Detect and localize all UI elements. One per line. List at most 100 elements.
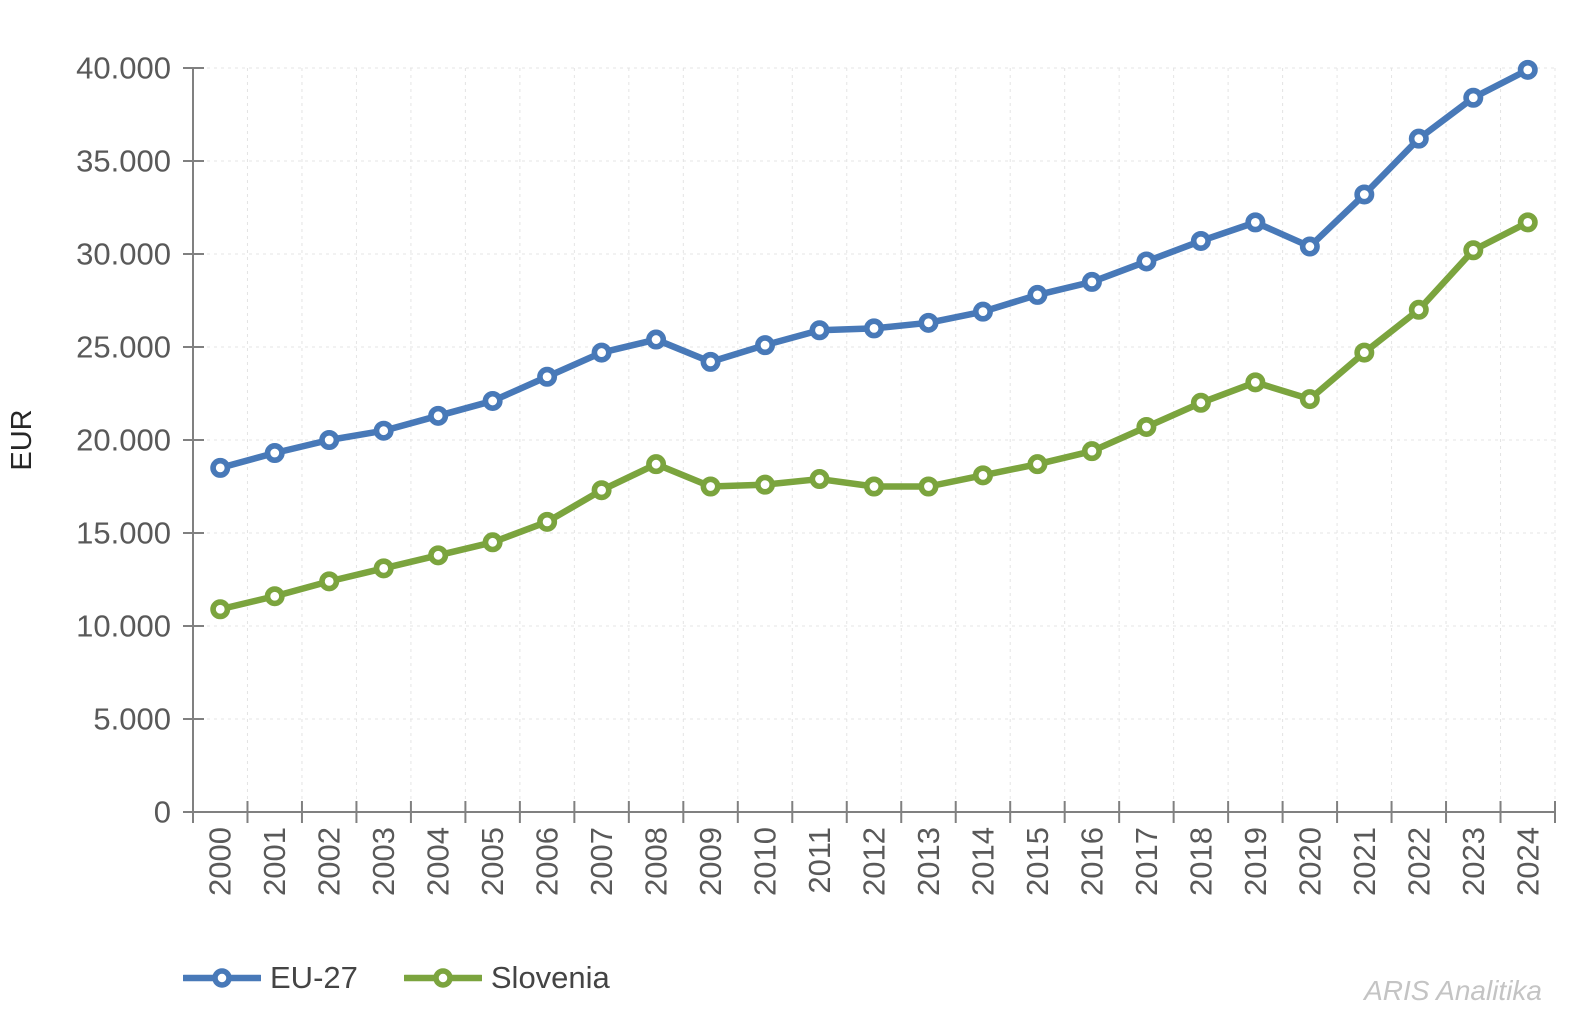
svg-text:2021: 2021 bbox=[1347, 827, 1382, 896]
data-point-eu-27-2024 bbox=[1517, 59, 1538, 80]
data-point-slovenia-2003 bbox=[373, 558, 394, 579]
svg-text:2020: 2020 bbox=[1292, 827, 1327, 896]
data-point-slovenia-2020 bbox=[1299, 389, 1320, 410]
svg-text:2001: 2001 bbox=[257, 827, 292, 896]
series-line-slovenia bbox=[216, 219, 1532, 613]
svg-text:5.000: 5.000 bbox=[93, 702, 171, 737]
series-slovenia bbox=[210, 212, 1538, 620]
svg-text:2016: 2016 bbox=[1074, 827, 1109, 896]
legend-label-eu27: EU-27 bbox=[270, 960, 358, 995]
data-point-slovenia-2014 bbox=[972, 465, 993, 486]
y-tick-labels: 0 5.000 10.000 15.000 20.000 25.000 30.000 35.0… bbox=[76, 51, 171, 830]
data-point-slovenia-2005 bbox=[482, 532, 503, 553]
data-point-slovenia-2012 bbox=[863, 476, 884, 497]
slovenia-line-swatch bbox=[403, 967, 482, 988]
data-point-eu-27-2000 bbox=[210, 457, 231, 478]
y-tick-marks bbox=[183, 67, 204, 813]
data-point-slovenia-2007 bbox=[591, 480, 612, 501]
data-point-eu-27-2023 bbox=[1463, 87, 1484, 108]
svg-text:30.000: 30.000 bbox=[76, 237, 171, 272]
legend-item-eu27: EU-27 bbox=[183, 962, 358, 993]
data-point-eu-27-2002 bbox=[319, 429, 340, 450]
data-point-eu-27-2021 bbox=[1354, 184, 1375, 205]
svg-text:2006: 2006 bbox=[530, 827, 565, 896]
data-point-slovenia-2013 bbox=[918, 476, 939, 497]
svg-text:2008: 2008 bbox=[639, 827, 674, 896]
vertical-gridlines bbox=[246, 68, 1556, 812]
svg-text:35.000: 35.000 bbox=[76, 144, 171, 179]
svg-text:0: 0 bbox=[154, 795, 171, 830]
x-tick-labels: 2000 2001 2002 2003 2004 2005 2006 2007 2008 2009… bbox=[203, 827, 1546, 896]
data-point-eu-27-2003 bbox=[373, 420, 394, 441]
data-point-slovenia-2017 bbox=[1136, 416, 1157, 437]
data-point-eu-27-2009 bbox=[700, 351, 721, 372]
svg-text:2018: 2018 bbox=[1183, 827, 1218, 896]
svg-text:15.000: 15.000 bbox=[76, 516, 171, 551]
data-point-slovenia-2019 bbox=[1245, 372, 1266, 393]
data-point-slovenia-2009 bbox=[700, 476, 721, 497]
data-point-eu-27-2016 bbox=[1081, 271, 1102, 292]
legend-swatch-marker bbox=[433, 967, 453, 988]
y-axis-title: EUR bbox=[6, 409, 38, 470]
data-point-eu-27-2007 bbox=[591, 342, 612, 363]
series-eu-27 bbox=[210, 59, 1538, 478]
svg-text:2013: 2013 bbox=[911, 827, 946, 896]
series-markers-eu-27 bbox=[210, 59, 1538, 478]
svg-text:2009: 2009 bbox=[693, 827, 728, 896]
svg-text:2011: 2011 bbox=[802, 827, 837, 894]
svg-text:25.000: 25.000 bbox=[76, 330, 171, 365]
data-point-eu-27-2001 bbox=[264, 443, 285, 464]
data-point-eu-27-2019 bbox=[1245, 212, 1266, 233]
svg-text:2023: 2023 bbox=[1456, 827, 1491, 896]
data-point-slovenia-2002 bbox=[319, 571, 340, 592]
svg-text:20.000: 20.000 bbox=[76, 423, 171, 458]
data-point-eu-27-2008 bbox=[646, 329, 667, 350]
chart-generated-content: 0 5.000 10.000 15.000 20.000 25.000 30.000 35.0… bbox=[76, 51, 1556, 896]
watermark: ARIS Analitika bbox=[1364, 975, 1542, 1006]
data-point-slovenia-2000 bbox=[210, 599, 231, 620]
data-point-slovenia-2021 bbox=[1354, 342, 1375, 363]
data-point-eu-27-2017 bbox=[1136, 251, 1157, 272]
data-point-eu-27-2012 bbox=[863, 318, 884, 339]
data-point-slovenia-2008 bbox=[646, 454, 667, 475]
data-point-slovenia-2010 bbox=[755, 474, 776, 495]
series-markers-slovenia bbox=[210, 212, 1538, 620]
data-point-slovenia-2018 bbox=[1190, 392, 1211, 413]
svg-text:2004: 2004 bbox=[421, 827, 456, 896]
data-point-slovenia-2011 bbox=[809, 469, 830, 490]
data-point-slovenia-2023 bbox=[1463, 240, 1484, 261]
svg-text:2024: 2024 bbox=[1510, 827, 1545, 896]
svg-text:2000: 2000 bbox=[203, 827, 238, 896]
legend-item-slovenia: Slovenia bbox=[403, 960, 610, 995]
legend-label-slovenia: Slovenia bbox=[490, 960, 610, 995]
svg-text:2014: 2014 bbox=[965, 827, 1000, 896]
data-point-slovenia-2006 bbox=[537, 511, 558, 532]
data-point-slovenia-2015 bbox=[1027, 454, 1048, 475]
data-point-slovenia-2016 bbox=[1081, 441, 1102, 462]
data-point-eu-27-2018 bbox=[1190, 230, 1211, 251]
horizontal-gridlines bbox=[193, 67, 1555, 720]
svg-text:2019: 2019 bbox=[1238, 827, 1273, 896]
data-point-eu-27-2014 bbox=[972, 301, 993, 322]
legend-swatch-marker bbox=[212, 967, 232, 988]
svg-text:2005: 2005 bbox=[475, 827, 510, 896]
data-point-eu-27-2005 bbox=[482, 390, 503, 411]
data-point-eu-27-2011 bbox=[809, 320, 830, 341]
data-point-eu-27-2006 bbox=[537, 366, 558, 387]
svg-text:10.000: 10.000 bbox=[76, 609, 171, 644]
data-point-slovenia-2004 bbox=[428, 545, 449, 566]
svg-text:2012: 2012 bbox=[857, 827, 892, 896]
data-point-eu-27-2013 bbox=[918, 312, 939, 333]
data-point-eu-27-2020 bbox=[1299, 236, 1320, 257]
legend: EU-27 Slovenia bbox=[183, 962, 610, 993]
line-chart: EUR 0 5.000 10.000 15.000 20.000 25.000 30.000… bbox=[6, 51, 1556, 896]
svg-text:40.000: 40.000 bbox=[76, 51, 171, 86]
data-point-eu-27-2010 bbox=[755, 335, 776, 356]
svg-text:2015: 2015 bbox=[1020, 827, 1055, 896]
data-point-slovenia-2024 bbox=[1517, 212, 1538, 233]
svg-text:2010: 2010 bbox=[748, 827, 783, 896]
data-point-slovenia-2001 bbox=[264, 586, 285, 607]
data-point-slovenia-2022 bbox=[1408, 299, 1429, 320]
data-point-eu-27-2004 bbox=[428, 405, 449, 426]
eu27-line-swatch bbox=[183, 967, 261, 988]
